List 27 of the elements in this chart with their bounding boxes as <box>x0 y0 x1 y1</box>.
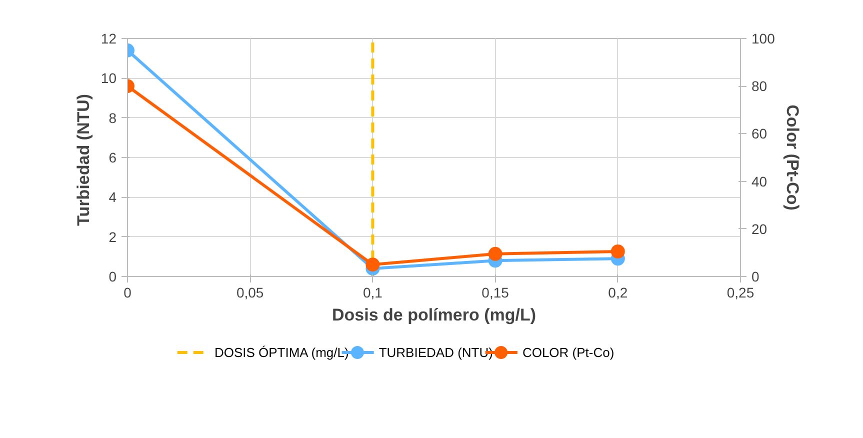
x-tick-label: 0,1 <box>362 284 383 300</box>
x-tick-label: 0,05 <box>236 284 264 300</box>
y2-tick-label: 80 <box>752 78 768 94</box>
y-axis-title: Turbiedad (NTU) <box>74 94 93 226</box>
y2-tick-label: 60 <box>752 126 768 142</box>
y-tick-label: 2 <box>108 228 117 245</box>
y2-axis-title: Color (Pt-Co) <box>782 104 802 210</box>
point <box>488 246 502 261</box>
y-tick-label: 6 <box>108 150 117 166</box>
y-tick-label: 4 <box>108 189 117 206</box>
y-tick-label: 12 <box>100 30 117 46</box>
y-tick-label: 8 <box>108 110 117 126</box>
x-tick-label: 0,15 <box>482 284 510 300</box>
y2-tick-label: 20 <box>752 220 768 237</box>
y-tick-label: 0 <box>108 268 117 284</box>
legend-label: DOSIS ÓPTIMA (mg/L) <box>214 345 349 360</box>
y-tick-label: 10 <box>100 70 117 86</box>
y2-tick-label: 100 <box>752 30 776 46</box>
x-axis-title: Dosis de polímero (mg/L) <box>332 306 536 324</box>
x-tick-label: 0,2 <box>608 284 628 300</box>
y2-tick-label: 0 <box>752 268 760 284</box>
point <box>610 244 625 258</box>
y2-tick-label: 40 <box>752 173 768 190</box>
point <box>366 258 380 272</box>
legend-label: COLOR (Pt-Co) <box>522 345 614 360</box>
x-tick-label: 0 <box>124 284 132 300</box>
x-tick-label: 0,25 <box>726 284 754 300</box>
